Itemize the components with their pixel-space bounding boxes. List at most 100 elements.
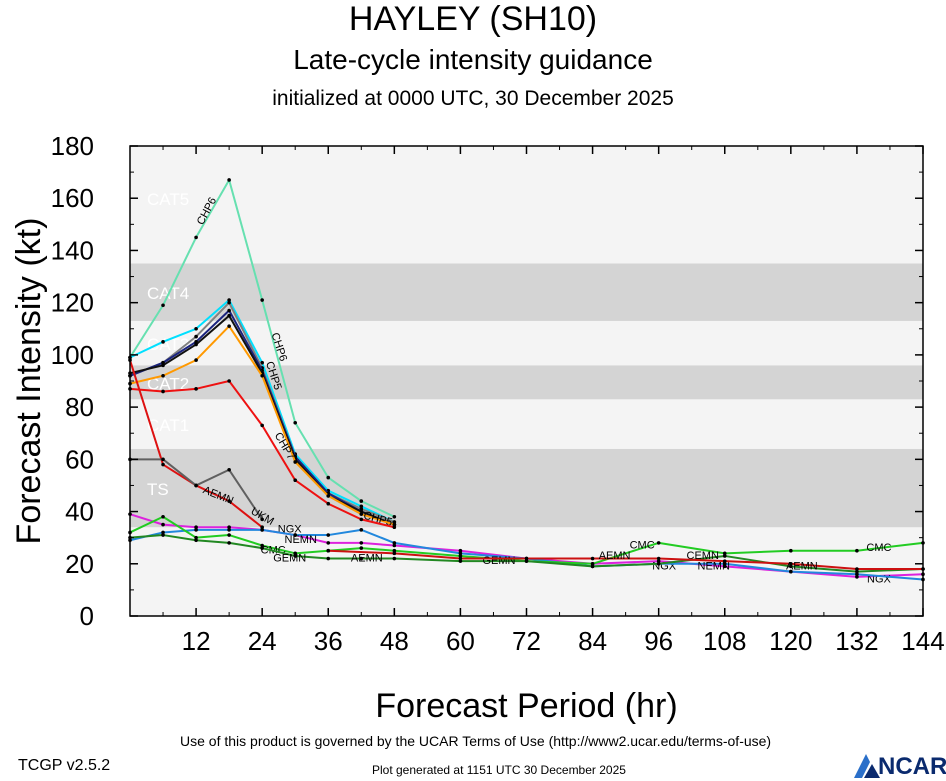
band-label-cat5: CAT5	[147, 190, 189, 209]
data-point-cmc	[293, 551, 298, 556]
data-point-chp6	[260, 298, 264, 302]
data-point-nemn	[458, 551, 463, 556]
data-point-cmc	[789, 548, 793, 553]
series-label-gemn: CEMN	[687, 550, 719, 562]
band-label-cat1: CAT1	[147, 416, 189, 435]
x-tick-label: 96	[644, 626, 673, 656]
data-point-aemn-early	[227, 499, 231, 503]
x-tick-label: 72	[512, 626, 541, 656]
data-point-cmc	[392, 548, 397, 553]
series-line-aemn-late	[328, 549, 923, 570]
data-point-aemn-late	[656, 556, 661, 561]
x-tick-label: 108	[703, 626, 746, 656]
data-point-gemn	[789, 564, 793, 569]
data-point-aemn-late	[722, 559, 727, 563]
band-label-cat2: CAT2	[147, 374, 189, 393]
ncar-logo: NCAR	[852, 750, 946, 780]
x-tick-label: 132	[835, 626, 878, 656]
data-point-gemn	[326, 556, 331, 561]
data-point-aemn-late	[458, 556, 463, 561]
x-tick-label: 84	[578, 626, 607, 656]
data-point-nemn	[161, 530, 165, 535]
band-cat5	[130, 146, 923, 264]
data-point-gray	[359, 507, 364, 511]
data-point-gemn	[260, 546, 264, 550]
data-point-chp6	[392, 514, 397, 519]
data-point-aemn-late	[326, 548, 331, 553]
data-point-chp6	[161, 303, 165, 308]
data-point-ngx	[194, 525, 198, 530]
data-point-ngx	[656, 559, 661, 563]
data-point-chp7	[227, 379, 231, 383]
data-point-chp7	[293, 478, 298, 483]
data-point-orange	[194, 358, 198, 362]
data-point-gemn	[392, 556, 397, 561]
ncar-logo-text: NCAR	[878, 753, 946, 780]
y-tick-label: 0	[80, 601, 94, 631]
data-point-nemn	[227, 528, 231, 532]
data-point-aemn-early	[260, 525, 264, 530]
data-point-cyan	[260, 360, 264, 365]
data-point-gemn	[722, 554, 727, 558]
data-point-gemn	[194, 538, 198, 543]
data-point-gray	[227, 300, 231, 305]
data-point-gemn	[293, 554, 298, 558]
x-tick-label: 120	[769, 626, 812, 656]
version-label: TCGP v2.5.2	[18, 757, 111, 774]
ncar-logo-icon	[854, 754, 880, 778]
series-label-gemn: GEMN	[273, 552, 306, 564]
series-label-aemn-late: AEMN	[351, 552, 383, 564]
y-tick-label: 20	[65, 549, 94, 579]
data-point-cyan	[227, 298, 231, 302]
data-point-chp6	[227, 178, 231, 182]
series-label-aemn-late: AEMN	[786, 560, 818, 572]
data-point-cyan	[194, 326, 198, 331]
y-tick-label: 160	[51, 183, 94, 213]
data-point-orange	[227, 324, 231, 328]
data-point-ukm	[260, 517, 264, 522]
data-point-cmc	[458, 554, 463, 558]
chart-title: HAYLEY (SH10)	[348, 0, 598, 38]
data-point-navy	[227, 308, 231, 313]
data-point-orange	[359, 512, 364, 516]
data-point-black	[161, 363, 165, 368]
data-point-cmc	[161, 514, 165, 519]
band-ts	[130, 448, 923, 528]
data-point-chp6	[194, 235, 198, 240]
data-point-ngx	[855, 575, 859, 579]
generated-time: Plot generated at 1151 UTC 30 December 2…	[372, 763, 626, 777]
data-point-black	[359, 509, 364, 514]
data-point-chp7	[260, 423, 264, 428]
data-point-orange	[326, 494, 331, 498]
y-tick-label: 120	[51, 288, 94, 318]
data-point-ngx	[227, 525, 231, 530]
plot-frame	[129, 145, 924, 617]
data-point-nemn	[260, 528, 264, 532]
data-point-aemn-early	[161, 462, 165, 467]
data-point-cmc	[194, 535, 198, 540]
data-point-nemn	[326, 533, 331, 537]
data-point-ngx	[161, 522, 165, 527]
data-point-cmc	[359, 546, 364, 550]
data-point-black	[227, 313, 231, 318]
data-point-chp7	[392, 525, 397, 530]
data-point-gemn	[524, 559, 529, 563]
data-point-nemn	[392, 541, 397, 545]
series-label-nemn: NEMN	[285, 534, 317, 546]
data-point-black	[194, 342, 198, 347]
data-point-nemn	[855, 572, 859, 577]
data-point-ngx	[326, 541, 331, 545]
data-point-chp7	[359, 517, 364, 522]
data-point-chp6	[359, 499, 364, 503]
data-point-chp7	[194, 387, 198, 391]
data-point-ngx	[722, 564, 727, 569]
y-tick-label: 40	[65, 497, 94, 527]
data-point-gray	[392, 520, 397, 524]
x-tick-label: 36	[314, 626, 343, 656]
data-point-chp6	[293, 420, 298, 425]
band-cat3	[130, 320, 923, 366]
data-point-gemn	[359, 556, 364, 561]
data-point-cyan	[359, 504, 364, 509]
terms-of-use: Use of this product is governed by the U…	[180, 733, 772, 749]
